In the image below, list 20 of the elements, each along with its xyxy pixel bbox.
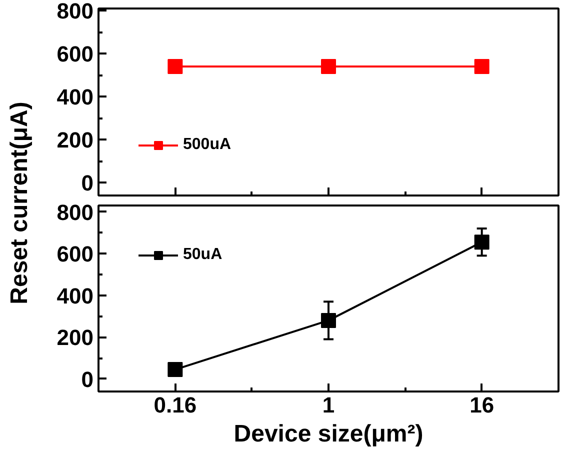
point [168, 362, 183, 378]
y-tick-label: 400 [56, 84, 94, 110]
point [474, 234, 490, 250]
legend-label: 500uA [183, 136, 232, 154]
y-tick-label: 200 [56, 325, 94, 350]
y-tick-label: 0 [81, 170, 94, 196]
y-tick-label: 600 [56, 242, 94, 267]
y-tick-label: 800 [56, 200, 94, 225]
x-tick-label: 0.16 [154, 392, 197, 418]
y-axis-title: Reset current(μA) [6, 102, 33, 304]
legend-label: 50uA [183, 246, 222, 264]
x-axis-title: Device size(μm²) [234, 420, 424, 448]
x-tick-label: 16 [470, 392, 494, 418]
y-tick-label: 600 [56, 42, 94, 67]
y-tick-label: 200 [56, 128, 94, 153]
y-tick-label: 0 [81, 366, 94, 392]
x-tick-label: 1 [322, 392, 335, 418]
y-tick-label: 800 [56, 0, 94, 24]
y-tick-label: 400 [56, 283, 94, 308]
point [321, 312, 336, 328]
